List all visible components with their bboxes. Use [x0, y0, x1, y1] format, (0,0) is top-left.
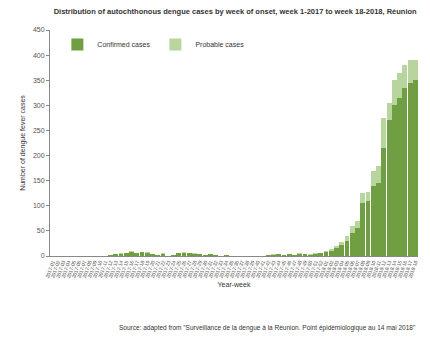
svg-text:2018-15: 2018-15 — [391, 259, 403, 279]
svg-text:2018-09: 2018-09 — [359, 259, 371, 279]
svg-text:2017-35: 2017-35 — [223, 259, 235, 279]
svg-text:350: 350 — [33, 77, 45, 84]
svg-text:2017-03: 2017-03 — [55, 259, 67, 279]
svg-text:200: 200 — [33, 152, 45, 159]
svg-text:2018-18: 2018-18 — [407, 259, 419, 279]
svg-text:2017-22: 2017-22 — [154, 259, 166, 279]
svg-text:150: 150 — [33, 177, 45, 184]
svg-text:Year-week: Year-week — [218, 281, 251, 288]
svg-text:2017-52: 2017-52 — [312, 259, 324, 279]
svg-text:2017-14: 2017-14 — [112, 259, 124, 279]
svg-text:2017-34: 2017-34 — [217, 259, 229, 279]
svg-text:250: 250 — [33, 127, 45, 134]
svg-text:2017-17: 2017-17 — [128, 259, 140, 279]
svg-text:2017-33: 2017-33 — [212, 259, 224, 279]
svg-text:2017-25: 2017-25 — [170, 259, 182, 279]
svg-text:2017-08: 2017-08 — [81, 259, 93, 279]
svg-text:2018-12: 2018-12 — [375, 259, 387, 279]
svg-text:Source: adapted from "Surveill: Source: adapted from "Surveillance de la… — [119, 324, 416, 332]
svg-text:2017-06: 2017-06 — [70, 259, 82, 279]
svg-text:2018-06: 2018-06 — [344, 259, 356, 279]
svg-text:2017-19: 2017-19 — [139, 259, 151, 279]
svg-text:100: 100 — [33, 202, 45, 209]
svg-text:2017-18: 2017-18 — [133, 259, 145, 279]
svg-text:2017-47: 2017-47 — [286, 259, 298, 279]
svg-text:2018-13: 2018-13 — [380, 259, 392, 279]
svg-text:Distribution of autochthonous: Distribution of autochthonous dengue cas… — [54, 7, 417, 16]
svg-text:Number of dengue fever cases: Number of dengue fever cases — [19, 95, 27, 191]
svg-text:2018-04: 2018-04 — [333, 259, 345, 279]
svg-text:2017-28: 2017-28 — [186, 259, 198, 279]
svg-text:2017-15: 2017-15 — [118, 259, 130, 279]
svg-text:2018-14: 2018-14 — [386, 259, 398, 279]
svg-text:2017-09: 2017-09 — [86, 259, 98, 279]
svg-text:2017-51: 2017-51 — [307, 259, 319, 279]
svg-text:2018-11: 2018-11 — [370, 259, 382, 278]
svg-text:450: 450 — [33, 26, 45, 33]
svg-text:2018-03: 2018-03 — [328, 259, 340, 279]
svg-text:2017-30: 2017-30 — [196, 259, 208, 279]
svg-text:2017-01: 2017-01 — [44, 259, 56, 279]
svg-text:2017-05: 2017-05 — [65, 259, 77, 279]
svg-text:2017-07: 2017-07 — [76, 259, 88, 279]
svg-text:2017-38: 2017-38 — [239, 259, 251, 279]
svg-text:2018-02: 2018-02 — [323, 259, 335, 279]
svg-text:2017-41: 2017-41 — [254, 259, 266, 279]
svg-text:400: 400 — [33, 52, 45, 59]
svg-text:2017-49: 2017-49 — [296, 259, 308, 279]
svg-text:2017-16: 2017-16 — [123, 259, 135, 279]
svg-text:2017-50: 2017-50 — [302, 259, 314, 279]
svg-text:2017-37: 2017-37 — [233, 259, 245, 279]
svg-text:2017-46: 2017-46 — [281, 259, 293, 279]
svg-text:2018-07: 2018-07 — [349, 259, 361, 279]
svg-text:2017-44: 2017-44 — [270, 259, 282, 279]
svg-text:2017-13: 2017-13 — [107, 259, 119, 279]
svg-text:50: 50 — [37, 227, 45, 234]
svg-text:2017-48: 2017-48 — [291, 259, 303, 279]
svg-text:2017-42: 2017-42 — [260, 259, 272, 279]
svg-text:2017-20: 2017-20 — [144, 259, 156, 279]
svg-text:2017-39: 2017-39 — [244, 259, 256, 279]
svg-text:0: 0 — [41, 252, 45, 259]
svg-text:2017-24: 2017-24 — [165, 259, 177, 279]
svg-text:2017-31: 2017-31 — [202, 259, 214, 279]
svg-text:2017-40: 2017-40 — [249, 259, 261, 279]
svg-text:2017-36: 2017-36 — [228, 259, 240, 279]
svg-text:2017-32: 2017-32 — [207, 259, 219, 279]
svg-text:2017-43: 2017-43 — [265, 259, 277, 279]
svg-text:2017-45: 2017-45 — [275, 259, 287, 279]
svg-text:300: 300 — [33, 102, 45, 109]
svg-text:2017-29: 2017-29 — [191, 259, 203, 279]
svg-text:2017-10: 2017-10 — [91, 259, 103, 279]
svg-text:2017-02: 2017-02 — [49, 259, 61, 279]
svg-text:2018-05: 2018-05 — [338, 259, 350, 279]
svg-text:2017-26: 2017-26 — [175, 259, 187, 279]
svg-text:2018-01: 2018-01 — [317, 259, 329, 279]
svg-text:2018-17: 2018-17 — [401, 259, 413, 279]
svg-text:2017-23: 2017-23 — [160, 259, 172, 279]
svg-text:Confirmed cases: Confirmed cases — [97, 41, 150, 48]
svg-text:2017-27: 2017-27 — [181, 259, 193, 279]
svg-text:2018-10: 2018-10 — [365, 259, 377, 279]
svg-text:Probable cases: Probable cases — [195, 41, 244, 48]
svg-text:2017-21: 2017-21 — [149, 259, 161, 279]
svg-text:2018-16: 2018-16 — [396, 259, 408, 279]
svg-text:2018-08: 2018-08 — [354, 259, 366, 279]
svg-text:2017-04: 2017-04 — [60, 259, 72, 279]
svg-text:2017-12: 2017-12 — [102, 259, 114, 279]
svg-text:2017-11: 2017-11 — [97, 259, 109, 278]
